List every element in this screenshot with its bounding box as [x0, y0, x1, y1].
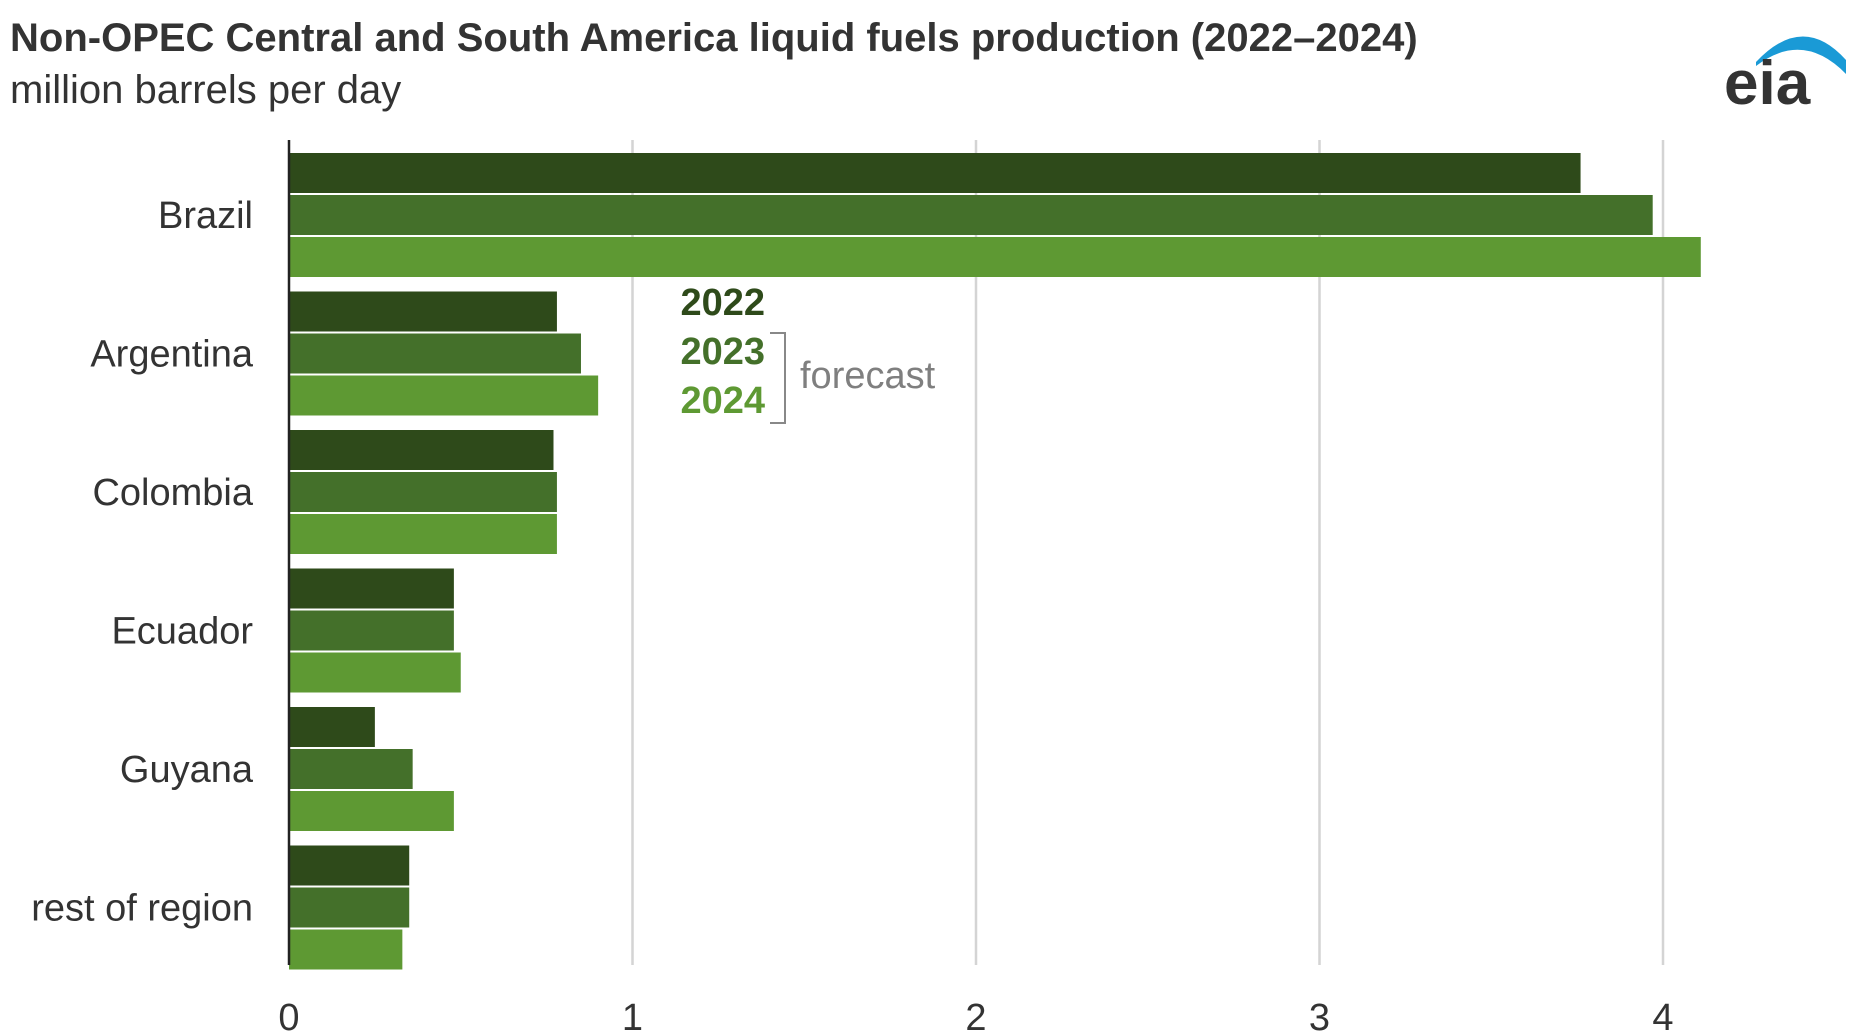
- bar-rest-of-region-2022: [289, 845, 410, 886]
- category-labels: Brazil Argentina Colombia Ecuador Guyana rest…: [31, 195, 254, 930]
- eia-logo-icon: eia: [1724, 36, 1846, 112]
- forecast-label: forecast: [800, 355, 936, 397]
- bar-colombia-2024: [289, 514, 557, 554]
- bar-argentina-2022: [289, 291, 557, 332]
- bar-ecuador-2022: [289, 568, 454, 609]
- category-label-colombia: Colombia: [92, 472, 253, 514]
- category-label-brazil: Brazil: [158, 195, 253, 237]
- x-tick-label-0: 0: [278, 997, 299, 1035]
- legend-entry-2024: 2024: [680, 380, 765, 422]
- category-label-guyana: Guyana: [120, 749, 254, 791]
- bar-guyana-2024: [289, 791, 454, 831]
- bar-ecuador-2024: [289, 652, 461, 693]
- bar-brazil-2023: [289, 195, 1653, 235]
- category-label-argentina: Argentina: [90, 334, 254, 376]
- x-tick-label-2: 2: [965, 997, 986, 1035]
- bar-argentina-2024: [289, 375, 599, 416]
- legend-entry-2023: 2023: [680, 331, 765, 373]
- bar-guyana-2023: [289, 749, 413, 789]
- legend: 2022 2023 2024 forecast: [680, 282, 936, 424]
- bar-brazil-2024: [289, 237, 1701, 277]
- bar-rest-of-region-2023: [289, 887, 410, 928]
- chart-subtitle: million barrels per day: [10, 68, 402, 112]
- gridlines: [631, 140, 1665, 965]
- forecast-bracket: [770, 332, 786, 424]
- bar-brazil-2022: [289, 153, 1581, 193]
- bar-argentina-2023: [289, 333, 581, 374]
- x-tick-label-4: 4: [1652, 997, 1673, 1035]
- legend-entry-2022: 2022: [680, 282, 765, 324]
- x-tick-labels: 0 1 2 3 4: [278, 997, 1673, 1035]
- bar-guyana-2022: [289, 707, 375, 747]
- category-label-ecuador: Ecuador: [111, 611, 253, 653]
- chart-title: Non-OPEC Central and South America liqui…: [10, 16, 1418, 60]
- x-tick-label-1: 1: [622, 997, 643, 1035]
- bar-colombia-2022: [289, 430, 554, 470]
- category-label-rest-of-region: rest of region: [31, 888, 253, 930]
- eia-logo-text: eia: [1724, 49, 1811, 112]
- x-tick-label-3: 3: [1309, 997, 1330, 1035]
- bar-ecuador-2023: [289, 610, 454, 651]
- bar-rest-of-region-2024: [289, 929, 403, 970]
- bars: [289, 153, 1701, 970]
- bar-colombia-2023: [289, 472, 557, 512]
